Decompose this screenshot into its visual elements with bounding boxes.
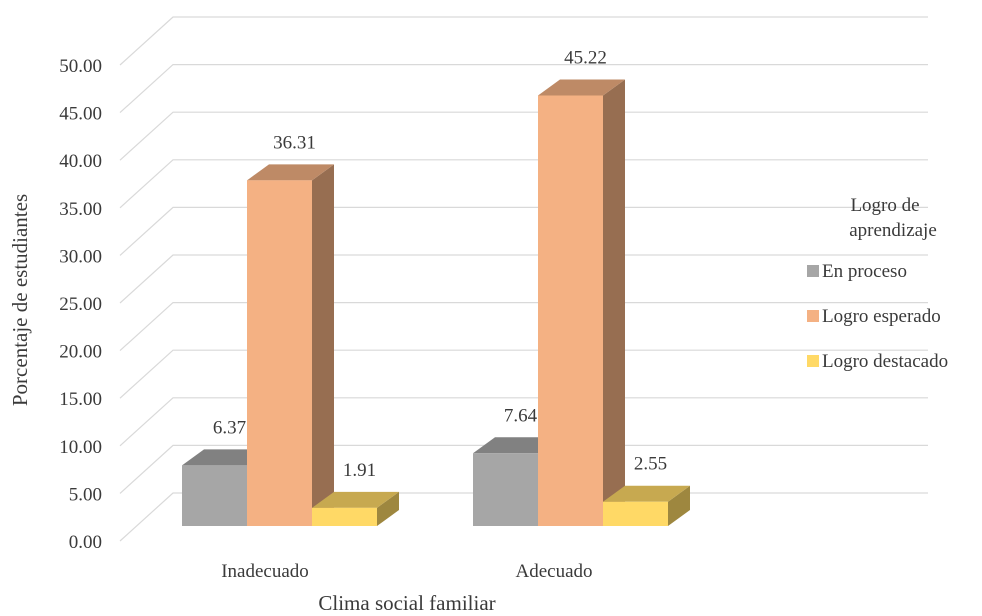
gridline bbox=[119, 111, 928, 161]
gridline bbox=[119, 397, 928, 447]
gridline bbox=[119, 159, 928, 209]
y-tick-label: 15.00 bbox=[59, 389, 102, 410]
bar-side bbox=[668, 485, 690, 526]
legend-swatch bbox=[807, 265, 819, 277]
legend-item: Logro destacado bbox=[807, 351, 948, 372]
bar-front bbox=[182, 465, 247, 526]
bar bbox=[538, 79, 625, 526]
legend-item: En proceso bbox=[807, 261, 907, 282]
legend-label: Logro esperado bbox=[822, 306, 941, 327]
data-label: 2.55 bbox=[634, 454, 667, 475]
y-axis-title: Porcentaje de estudiantes bbox=[8, 194, 32, 406]
bar-side bbox=[377, 491, 399, 526]
data-label: 36.31 bbox=[273, 132, 316, 153]
bar-front bbox=[312, 507, 377, 526]
bar-front bbox=[473, 453, 538, 526]
bar-top bbox=[603, 485, 690, 502]
bar-top bbox=[312, 491, 399, 508]
legend-label: En proceso bbox=[822, 261, 907, 282]
bar-front bbox=[538, 95, 603, 526]
y-tick-label: 30.00 bbox=[59, 246, 102, 267]
data-label: 7.64 bbox=[504, 405, 538, 426]
y-tick-labels: 0.00 5.00 10.00 15.00 20.00 25.00 30.00 35.00 40… bbox=[59, 56, 102, 553]
gridline bbox=[119, 302, 928, 352]
legend-swatch bbox=[807, 355, 819, 367]
gridline bbox=[119, 206, 928, 256]
gridline bbox=[119, 349, 928, 399]
bar-side bbox=[312, 164, 334, 526]
y-tick-label: 45.00 bbox=[59, 104, 102, 125]
y-tick-label: 20.00 bbox=[59, 342, 102, 363]
y-tick-label: 10.00 bbox=[59, 437, 102, 458]
legend-item: Logro esperado bbox=[807, 306, 941, 327]
data-label: 6.37 bbox=[213, 417, 246, 438]
y-tick-label: 25.00 bbox=[59, 294, 102, 315]
category-labels: Inadecuado Adecuado bbox=[221, 561, 592, 582]
y-tick-label: 5.00 bbox=[69, 484, 102, 505]
category-label: Inadecuado bbox=[221, 561, 309, 582]
y-tick-label: 40.00 bbox=[59, 151, 102, 172]
y-tick-label: 50.00 bbox=[59, 56, 102, 77]
bar bbox=[312, 491, 399, 526]
bar bbox=[603, 485, 690, 526]
gridline bbox=[119, 254, 928, 304]
legend-swatch bbox=[807, 310, 819, 322]
y-tick-label: 35.00 bbox=[59, 199, 102, 220]
legend: Logro de aprendizaje En proceso Logro esp… bbox=[807, 195, 948, 372]
bar-side bbox=[603, 79, 625, 526]
y-tick-label: 0.00 bbox=[69, 532, 102, 553]
bar bbox=[247, 164, 334, 526]
bar-top bbox=[538, 79, 625, 96]
bar-front bbox=[603, 501, 668, 526]
legend-title-line-2: aprendizaje bbox=[849, 220, 937, 241]
data-labels: 6.37 36.31 1.91 7.64 45.22 2.55 bbox=[213, 48, 667, 481]
bar-top bbox=[247, 164, 334, 181]
bars bbox=[182, 79, 690, 526]
legend-title-line-1: Logro de bbox=[850, 195, 919, 216]
data-label: 45.22 bbox=[564, 48, 607, 69]
gridline bbox=[119, 16, 928, 66]
category-label: Adecuado bbox=[515, 561, 592, 582]
gridlines bbox=[119, 16, 928, 542]
legend-label: Logro destacado bbox=[822, 351, 948, 372]
gridline bbox=[119, 444, 928, 494]
bar-front bbox=[247, 180, 312, 526]
gridline bbox=[119, 63, 928, 114]
legend-items: En proceso Logro esperado Logro destacado bbox=[807, 261, 948, 372]
data-label: 1.91 bbox=[343, 460, 376, 481]
x-axis-title: Clima social familiar bbox=[318, 591, 495, 615]
